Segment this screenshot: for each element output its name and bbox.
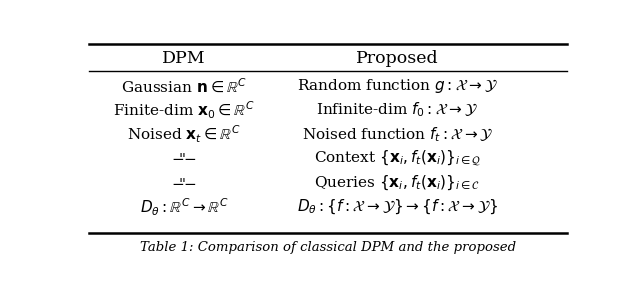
- Text: $D_\theta : \{f : \mathcal{X} \rightarrow \mathcal{Y}\} \rightarrow \{f : \mathc: $D_\theta : \{f : \mathcal{X} \rightarro…: [297, 198, 498, 216]
- Text: Finite-dim $\mathbf{x}_0 \in \mathbb{R}^C$: Finite-dim $\mathbf{x}_0 \in \mathbb{R}^…: [113, 99, 255, 121]
- Text: Random function $g : \mathcal{X} \rightarrow \mathcal{Y}$: Random function $g : \mathcal{X} \righta…: [297, 77, 498, 95]
- Text: Table 1: Comparison of classical DPM and the proposed: Table 1: Comparison of classical DPM and…: [140, 241, 516, 254]
- Text: Infinite-dim $f_0 : \mathcal{X} \rightarrow \mathcal{Y}$: Infinite-dim $f_0 : \mathcal{X} \rightar…: [317, 100, 478, 119]
- Text: $-\!\!$"$\!\!-$: $-\!\!$"$\!\!-$: [171, 152, 197, 166]
- Text: Queries $\{\mathbf{x}_i, f_t(\mathbf{x}_i)\}_{i \in \mathcal{C}}$: Queries $\{\mathbf{x}_i, f_t(\mathbf{x}_…: [314, 173, 481, 192]
- Text: $D_\theta : \mathbb{R}^C \rightarrow \mathbb{R}^C$: $D_\theta : \mathbb{R}^C \rightarrow \ma…: [140, 196, 228, 218]
- Text: DPM: DPM: [163, 50, 206, 67]
- Text: Noised function $f_t : \mathcal{X} \rightarrow \mathcal{Y}$: Noised function $f_t : \mathcal{X} \righ…: [301, 125, 493, 144]
- Text: Context $\{\mathbf{x}_i, f_t(\mathbf{x}_i)\}_{i \in \mathcal{Q}}$: Context $\{\mathbf{x}_i, f_t(\mathbf{x}_…: [314, 149, 481, 168]
- Text: Proposed: Proposed: [356, 50, 439, 67]
- Text: Gaussian $\mathbf{n} \in \mathbb{R}^C$: Gaussian $\mathbf{n} \in \mathbb{R}^C$: [121, 77, 247, 95]
- Text: $-\!\!$"$\!\!-$: $-\!\!$"$\!\!-$: [171, 176, 197, 190]
- Text: Noised $\mathbf{x}_t \in \mathbb{R}^C$: Noised $\mathbf{x}_t \in \mathbb{R}^C$: [127, 124, 241, 145]
